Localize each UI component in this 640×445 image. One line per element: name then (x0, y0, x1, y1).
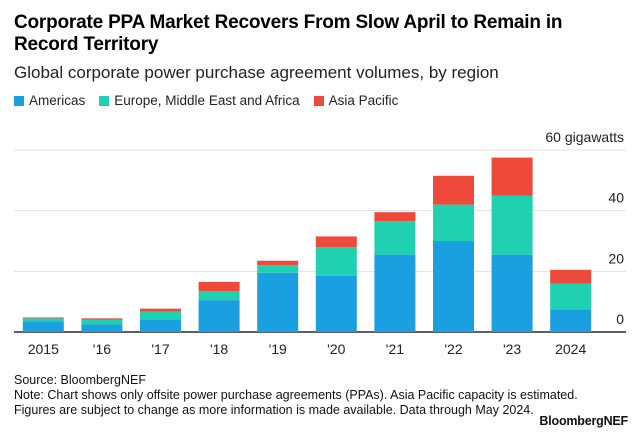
x-tick-label-9: 2024 (555, 341, 586, 357)
bar-emea-2 (140, 311, 181, 320)
bar-emea-0 (22, 318, 64, 322)
bar-apac-4 (257, 260, 299, 266)
bar-emea-1 (81, 319, 123, 325)
bar-emea-5 (315, 247, 357, 276)
x-tick-label-8: '23 (503, 341, 521, 357)
chart-subtitle: Global corporate power purchase agreemen… (14, 63, 499, 82)
brand-logo: BloombergNEF (539, 414, 628, 428)
x-tick-label-0: 2015 (28, 341, 59, 357)
legend-item-emea: Europe, Middle East and Africa (99, 93, 300, 108)
bar-americas-5 (315, 275, 357, 332)
bar-americas-3 (198, 300, 240, 332)
bar-americas-8 (491, 254, 533, 332)
bars (22, 157, 592, 332)
y-tick-label-60: 60 gigawatts (545, 129, 624, 145)
chart-note: Note: Chart shows only offsite power pur… (14, 388, 578, 417)
legend-swatch-apac (313, 95, 324, 106)
bar-apac-0 (22, 317, 64, 319)
chart-title: Corporate PPA Market Recovers From Slow … (14, 12, 563, 55)
x-tick-label-6: '21 (386, 341, 404, 357)
legend-item-apac: Asia Pacific (313, 93, 399, 108)
x-tick-label-5: '20 (327, 341, 345, 357)
y-tick-label-40: 40 (608, 190, 624, 206)
x-tick-label-4: '19 (269, 341, 287, 357)
bar-apac-2 (140, 308, 181, 312)
bar-emea-7 (433, 204, 474, 241)
bar-americas-2 (140, 319, 181, 332)
bar-apac-9 (550, 269, 592, 284)
legend-label-apac: Asia Pacific (328, 93, 399, 108)
bar-apac-7 (433, 175, 474, 205)
bar-apac-6 (374, 212, 416, 222)
bar-emea-3 (198, 291, 240, 301)
bar-apac-5 (315, 236, 357, 248)
bar-emea-9 (550, 283, 592, 310)
x-tick-label-2: '17 (151, 341, 169, 357)
legend-swatch-americas (14, 95, 24, 106)
bar-americas-0 (22, 321, 64, 332)
bar-americas-4 (257, 272, 299, 332)
legend-swatch-emea (99, 95, 110, 106)
footer-notes: Source: BloombergNEF Note: Chart shows o… (14, 373, 614, 418)
y-tick-label-20: 20 (608, 250, 624, 266)
bar-americas-6 (374, 254, 416, 332)
x-axis-labels: 2015 '16 '17 '18 '19 '20 '21 '22 '23 2024 (28, 341, 587, 357)
bar-apac-1 (81, 318, 123, 320)
legend: Americas Europe, Middle East and Africa … (14, 93, 412, 108)
bar-americas-9 (550, 309, 592, 332)
bar-emea-4 (257, 265, 299, 273)
x-tick-label-1: '16 (93, 341, 111, 357)
bar-americas-7 (433, 241, 474, 332)
x-tick-label-3: '18 (210, 341, 228, 357)
y-tick-label-0: 0 (616, 311, 624, 327)
legend-label-americas: Americas (29, 93, 86, 108)
source-note: Source: BloombergNEF (14, 373, 147, 387)
bar-americas-1 (81, 324, 123, 332)
bar-emea-8 (491, 195, 533, 255)
y-axis-labels: 0 20 40 60 gigawatts (545, 129, 624, 327)
x-tick-label-7: '22 (444, 341, 462, 357)
legend-item-americas: Americas (14, 93, 85, 108)
bar-apac-3 (198, 281, 240, 292)
legend-label-emea: Europe, Middle East and Africa (114, 93, 300, 108)
bar-emea-6 (374, 221, 416, 255)
bar-apac-8 (491, 157, 533, 196)
